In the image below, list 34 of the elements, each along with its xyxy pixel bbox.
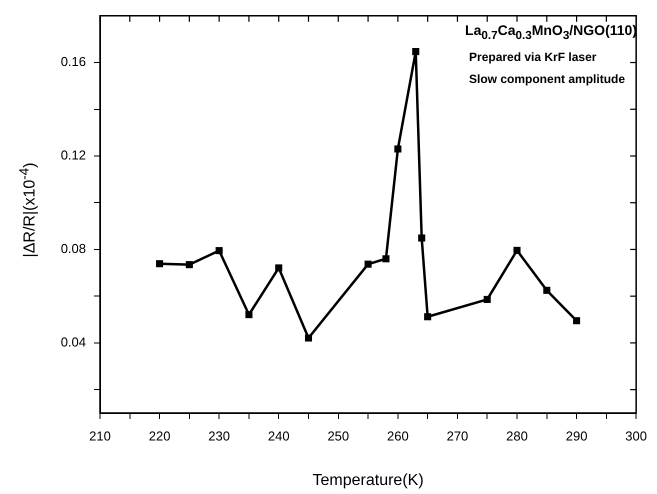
- x-tick-label: 290: [566, 428, 588, 444]
- point: [156, 260, 164, 268]
- annotation: Prepared via KrF laser: [469, 50, 598, 64]
- point: [245, 311, 252, 318]
- x-tick-label: 240: [268, 428, 290, 444]
- point: [364, 260, 372, 268]
- x-tick-label: 250: [327, 428, 350, 444]
- y-tick-label: 0.16: [60, 54, 86, 70]
- x-tick-label: 280: [506, 428, 528, 444]
- x-axis-title: Temperature(K): [312, 472, 424, 489]
- point: [382, 255, 390, 262]
- point: [412, 48, 420, 56]
- y-tick-label: 0.04: [60, 334, 86, 350]
- point: [275, 264, 282, 272]
- point: [484, 296, 491, 303]
- x-tick-label: 230: [208, 428, 230, 444]
- point: [216, 247, 223, 254]
- y-tick-label: 0.12: [60, 148, 86, 163]
- y-tick-label: 0.08: [60, 241, 86, 256]
- point: [573, 317, 580, 324]
- point: [424, 313, 432, 320]
- x-tick-label: 210: [89, 428, 111, 444]
- annotation: La$_{0.7}$Ca$_{0.3}$MnO$_{3}$/NGO(110): [465, 22, 637, 42]
- point: [543, 286, 550, 294]
- point: [304, 334, 312, 342]
- annotation: Slow component amplitude: [469, 72, 626, 86]
- point: [186, 261, 193, 268]
- x-tick-label: 300: [625, 428, 648, 444]
- x-tick-label: 260: [387, 428, 409, 444]
- point: [394, 145, 402, 153]
- point: [513, 246, 521, 254]
- x-tick-label: 220: [148, 428, 170, 444]
- x-tick-label: 270: [446, 428, 468, 444]
- point: [418, 234, 426, 242]
